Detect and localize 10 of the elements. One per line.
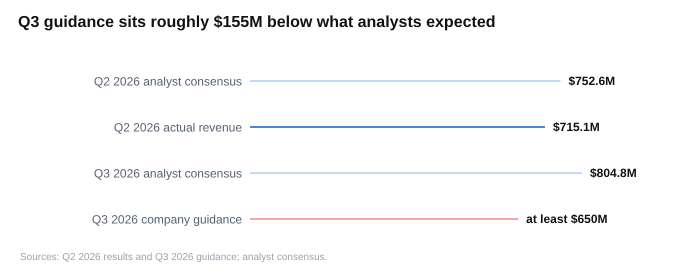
y-tick-label: Q2 2026 analyst consensus xyxy=(94,74,242,88)
source-note: Sources: Q2 2026 results and Q3 2026 guidance; analyst consensus. xyxy=(20,252,328,263)
data-label: $752.6M xyxy=(568,74,616,88)
data-label: at least $650M xyxy=(526,212,608,226)
y-tick-label: Q3 2026 analyst consensus xyxy=(94,166,242,180)
data-label: $715.1M xyxy=(552,120,600,134)
y-tick-label: Q3 2026 company guidance xyxy=(92,212,242,226)
y-tick-label: Q2 2026 actual revenue xyxy=(114,120,242,134)
data-label: $804.8M xyxy=(590,166,637,180)
chart-title: Q3 guidance sits roughly $155M below what analysts expected xyxy=(18,14,496,32)
